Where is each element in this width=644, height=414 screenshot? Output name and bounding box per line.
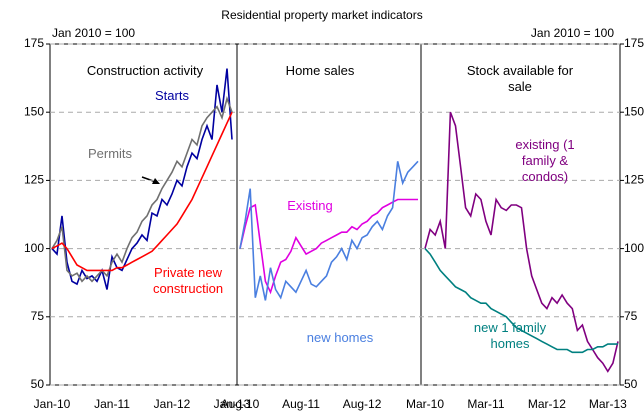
series-line (424, 111, 619, 373)
y-tick-label: 75 (31, 309, 45, 323)
x-tick-label: Jan-13 (214, 397, 251, 411)
x-tick-label: Jan-12 (154, 397, 191, 411)
plot-frame (49, 43, 621, 386)
series-label: Private new construction (152, 265, 224, 296)
series-line (51, 68, 233, 290)
x-tick-label: Jan-11 (94, 397, 130, 411)
series-label: new homes (306, 330, 374, 345)
y-tick-label: 100 (24, 241, 44, 255)
axis-note: Jan 2010 = 100 (531, 26, 614, 40)
arrow-head (152, 178, 160, 184)
y-tick-label: 175 (624, 36, 644, 50)
y-tick-label: 50 (624, 377, 638, 391)
series-label: Permits (87, 146, 133, 161)
y-tick-label: 175 (24, 36, 44, 50)
y-tick-label: 125 (624, 173, 644, 187)
x-tick-label: Mar-13 (589, 397, 627, 411)
series-label: Starts (155, 88, 189, 103)
x-tick-label: Mar-10 (406, 397, 444, 411)
panel-title: Construction activity (86, 63, 204, 78)
series-label: Existing (287, 198, 333, 213)
panel-title: Stock available for sale (466, 63, 574, 94)
y-tick-label: 150 (624, 104, 644, 118)
x-tick-label: Aug-12 (343, 397, 382, 411)
x-tick-label: Mar-11 (467, 397, 504, 411)
series-line (51, 111, 233, 272)
y-tick-label: 75 (624, 309, 638, 323)
y-tick-label: 50 (31, 377, 45, 391)
series-line (51, 95, 233, 283)
y-tick-label: 100 (624, 241, 644, 255)
series-label: existing (1 family & condos) (515, 137, 575, 184)
x-tick-label: Aug-10 (221, 397, 260, 411)
series-line (239, 198, 418, 295)
x-tick-label: Jan-10 (34, 397, 71, 411)
panel-title: Home sales (285, 63, 355, 78)
y-tick-label: 150 (24, 104, 44, 118)
chart-title: Residential property market indicators (221, 8, 422, 22)
series-line (424, 248, 618, 354)
x-tick-label: Aug-11 (282, 397, 320, 411)
axis-note: Jan 2010 = 100 (52, 26, 135, 40)
y-tick-label: 125 (24, 173, 44, 187)
x-tick-label: Mar-12 (528, 397, 566, 411)
series-label: new 1 family homes (473, 320, 547, 351)
series-line (239, 160, 419, 301)
